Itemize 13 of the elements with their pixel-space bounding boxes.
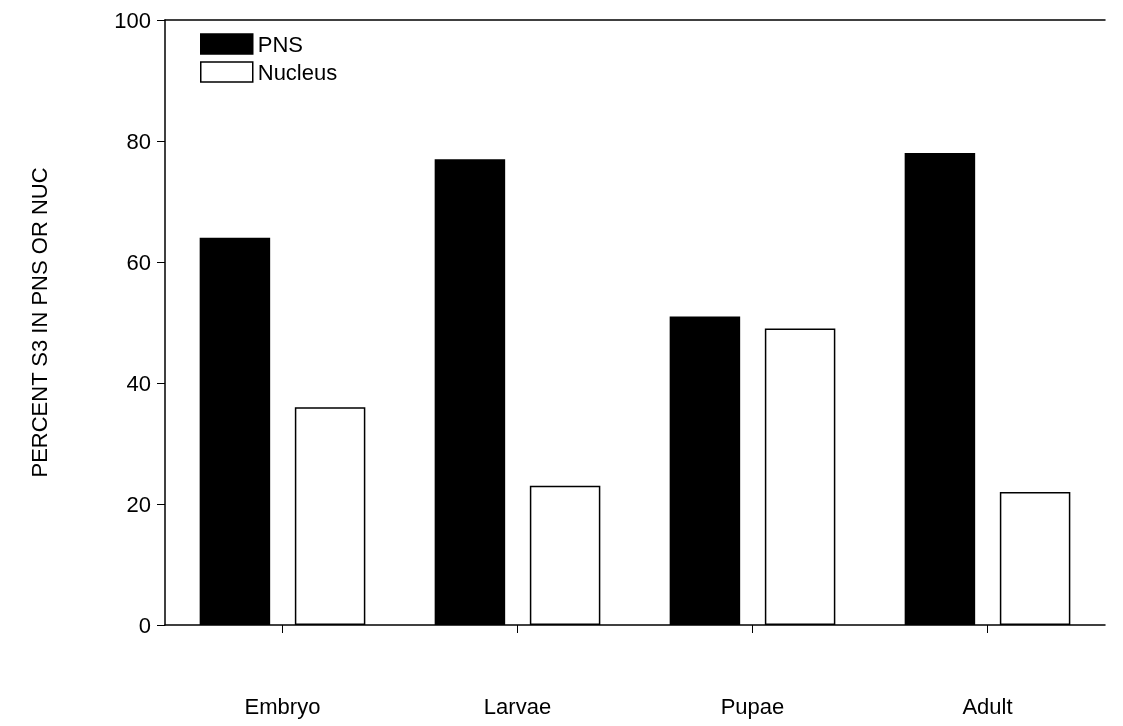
- y-axis-title: PERCENT S3 IN PNS OR NUC: [26, 167, 52, 478]
- legend-label: Nucleus: [257, 59, 338, 85]
- x-tick-label: Pupae: [720, 693, 785, 719]
- x-tick-label: Embryo: [244, 693, 321, 719]
- x-tick-label: Adult: [962, 693, 1013, 719]
- y-tick-label: 20: [126, 491, 151, 517]
- legend-label: PNS: [257, 31, 303, 57]
- y-tick-label: 40: [126, 370, 151, 396]
- x-tick-label: Larvae: [483, 693, 552, 719]
- y-tick-label: 0: [138, 612, 151, 638]
- y-tick-label: 60: [126, 249, 151, 275]
- y-tick-label: 80: [126, 128, 151, 154]
- y-tick-label: 100: [114, 7, 151, 33]
